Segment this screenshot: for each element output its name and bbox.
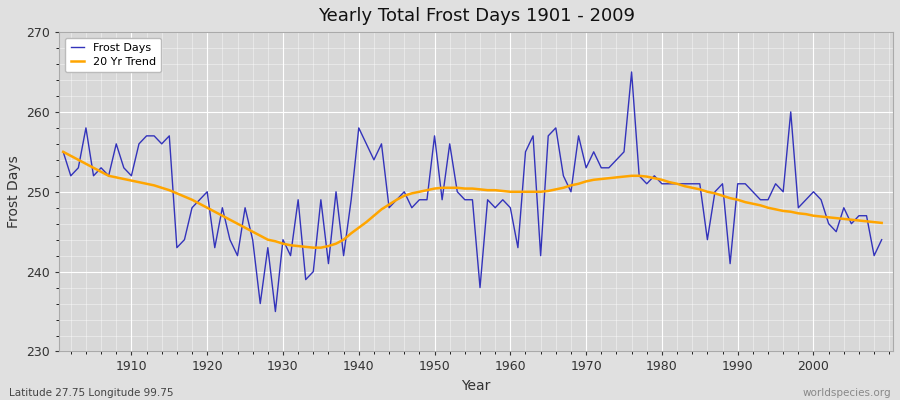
Frost Days xyxy=(626,70,637,74)
20 Yr Trend xyxy=(285,243,296,248)
Frost Days xyxy=(505,205,516,210)
Line: 20 Yr Trend: 20 Yr Trend xyxy=(63,152,882,248)
Frost Days xyxy=(292,197,303,202)
20 Yr Trend xyxy=(505,189,516,194)
Y-axis label: Frost Days: Frost Days xyxy=(7,155,21,228)
Frost Days xyxy=(877,237,887,242)
20 Yr Trend xyxy=(308,245,319,250)
20 Yr Trend xyxy=(58,150,68,154)
Text: Latitude 27.75 Longitude 99.75: Latitude 27.75 Longitude 99.75 xyxy=(9,388,174,398)
Frost Days xyxy=(338,253,349,258)
Legend: Frost Days, 20 Yr Trend: Frost Days, 20 Yr Trend xyxy=(65,38,161,72)
Line: Frost Days: Frost Days xyxy=(63,72,882,312)
20 Yr Trend xyxy=(338,237,349,242)
20 Yr Trend xyxy=(604,176,615,180)
20 Yr Trend xyxy=(119,176,130,181)
X-axis label: Year: Year xyxy=(462,379,490,393)
20 Yr Trend xyxy=(877,220,887,225)
Frost Days xyxy=(604,166,615,170)
Frost Days xyxy=(270,309,281,314)
Frost Days xyxy=(119,166,130,170)
Title: Yearly Total Frost Days 1901 - 2009: Yearly Total Frost Days 1901 - 2009 xyxy=(318,7,634,25)
20 Yr Trend xyxy=(512,189,523,194)
Frost Days xyxy=(512,245,523,250)
Text: worldspecies.org: worldspecies.org xyxy=(803,388,891,398)
Frost Days xyxy=(58,150,68,154)
